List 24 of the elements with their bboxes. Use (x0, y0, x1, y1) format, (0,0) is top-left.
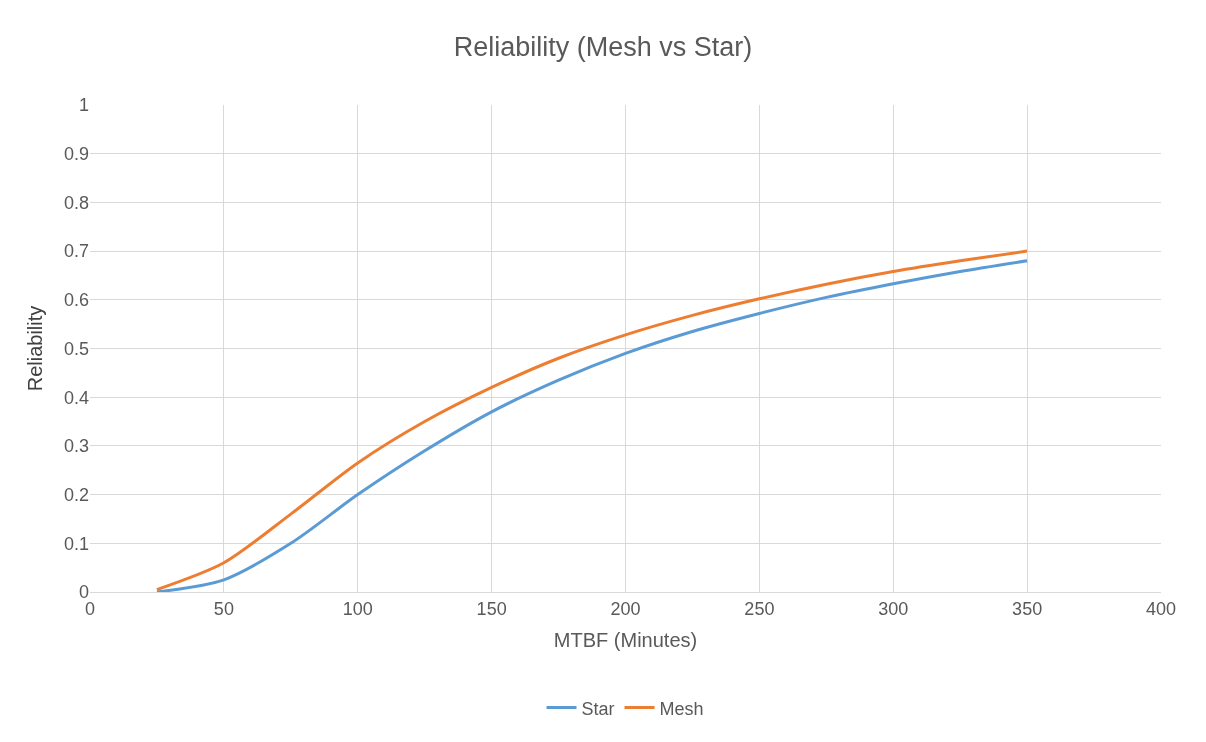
y-tick-label: 0.6 (63, 290, 89, 311)
x-tick-label: 150 (476, 598, 507, 619)
y-axis-title: Reliability (24, 305, 47, 392)
y-tick-label: 0.2 (63, 484, 89, 505)
x-tick-label: 200 (610, 598, 641, 619)
x-axis-title: MTBF (Minutes) (553, 629, 698, 652)
y-tick-label: 0.8 (63, 192, 89, 213)
y-tick-label: 0.4 (63, 387, 89, 408)
x-tick-label: 100 (342, 598, 373, 619)
chart-title: Reliability (Mesh vs Star) (453, 32, 753, 62)
x-tick-label: 350 (1012, 598, 1043, 619)
x-tick-label: 400 (1145, 598, 1177, 619)
legend-label: Star (581, 698, 615, 719)
x-tick-label: 300 (878, 598, 909, 619)
legend-label: Mesh (659, 698, 704, 719)
y-tick-label: 0.7 (63, 241, 89, 262)
y-tick-label: 0.3 (63, 436, 89, 457)
y-tick-label: 0.1 (63, 533, 89, 554)
y-tick-label: 0.5 (63, 338, 89, 359)
x-tick-label: 50 (213, 598, 234, 619)
x-tick-label: 250 (744, 598, 775, 619)
y-tick-label: 0 (78, 582, 89, 603)
y-tick-label: 0.9 (63, 144, 89, 164)
y-tick-label: 1 (78, 95, 89, 116)
